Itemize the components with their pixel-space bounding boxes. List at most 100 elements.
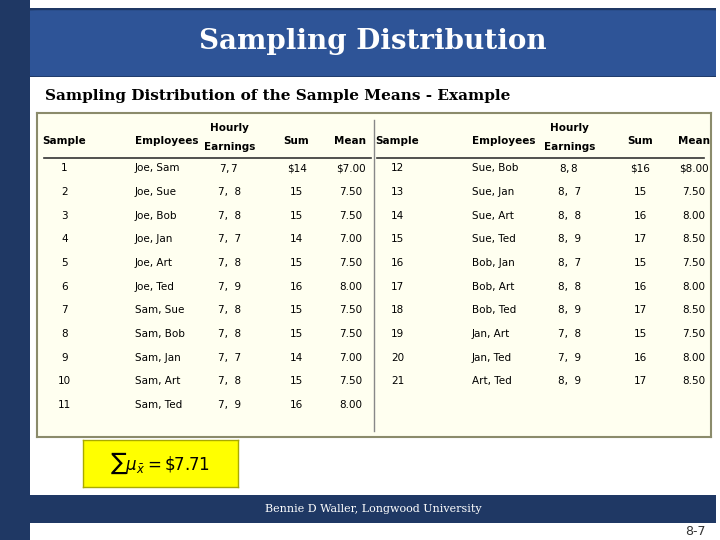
Text: 16: 16 — [290, 282, 303, 292]
Text: $7, $7: $7, $7 — [220, 162, 239, 175]
Text: Mean: Mean — [335, 136, 366, 146]
Text: 17: 17 — [634, 376, 647, 386]
Text: 7.50: 7.50 — [339, 306, 362, 315]
Text: 7.50: 7.50 — [339, 376, 362, 386]
Text: $\sum \mu_{\bar{x}} = \$7.71$: $\sum \mu_{\bar{x}} = \$7.71$ — [110, 451, 210, 476]
Text: Sam, Art: Sam, Art — [135, 376, 181, 386]
Text: 6: 6 — [61, 282, 68, 292]
Text: Joe, Ted: Joe, Ted — [135, 282, 175, 292]
Text: 7,  8: 7, 8 — [217, 258, 241, 268]
Text: 3: 3 — [61, 211, 68, 221]
Text: Sample: Sample — [376, 136, 420, 146]
Text: 13: 13 — [391, 187, 404, 197]
Text: Hourly: Hourly — [210, 123, 248, 133]
Text: 10: 10 — [58, 376, 71, 386]
Text: Sam, Ted: Sam, Ted — [135, 400, 182, 410]
Text: Earnings: Earnings — [544, 142, 595, 152]
Text: 7: 7 — [61, 306, 68, 315]
Text: Joe, Sam: Joe, Sam — [135, 164, 181, 173]
Text: 7,  8: 7, 8 — [217, 376, 241, 386]
Text: 15: 15 — [391, 234, 404, 245]
Text: Bob, Art: Bob, Art — [472, 282, 514, 292]
Text: Sample: Sample — [42, 136, 86, 146]
Text: Jan, Art: Jan, Art — [472, 329, 510, 339]
Text: 7,  7: 7, 7 — [217, 234, 241, 245]
Text: Sampling Distribution: Sampling Distribution — [199, 28, 546, 55]
Text: Sue, Jan: Sue, Jan — [472, 187, 514, 197]
Text: 4: 4 — [61, 234, 68, 245]
Text: 7.50: 7.50 — [339, 258, 362, 268]
Text: 8.00: 8.00 — [339, 400, 362, 410]
Text: Employees: Employees — [135, 136, 199, 146]
Text: 8,  7: 8, 7 — [558, 187, 581, 197]
Text: 21: 21 — [391, 376, 404, 386]
Text: 14: 14 — [391, 211, 404, 221]
Text: 2: 2 — [61, 187, 68, 197]
Text: 7,  9: 7, 9 — [217, 282, 241, 292]
Text: 1: 1 — [61, 164, 68, 173]
Text: Art, Ted: Art, Ted — [472, 376, 511, 386]
Text: Joe, Jan: Joe, Jan — [135, 234, 174, 245]
Text: 8.50: 8.50 — [683, 234, 706, 245]
Text: Hourly: Hourly — [550, 123, 589, 133]
Text: Sampling Distribution of the Sample Means - Example: Sampling Distribution of the Sample Mean… — [45, 89, 510, 103]
Text: 7.50: 7.50 — [683, 329, 706, 339]
Text: 15: 15 — [290, 211, 303, 221]
Text: Joe, Sue: Joe, Sue — [135, 187, 177, 197]
Text: 5: 5 — [61, 258, 68, 268]
Text: 8.00: 8.00 — [339, 282, 362, 292]
Text: Bennie D Waller, Longwood University: Bennie D Waller, Longwood University — [265, 504, 481, 514]
Text: Bob, Jan: Bob, Jan — [472, 258, 514, 268]
Text: Joe, Bob: Joe, Bob — [135, 211, 178, 221]
Text: $16: $16 — [630, 164, 650, 173]
Text: 7.50: 7.50 — [339, 187, 362, 197]
Text: 7,  8: 7, 8 — [217, 329, 241, 339]
Text: 8.00: 8.00 — [683, 282, 706, 292]
Text: 7,  9: 7, 9 — [217, 400, 241, 410]
Text: 17: 17 — [391, 282, 404, 292]
Text: 7,  8: 7, 8 — [217, 211, 241, 221]
Text: 15: 15 — [290, 329, 303, 339]
FancyBboxPatch shape — [9, 10, 720, 76]
Text: Sam, Sue: Sam, Sue — [135, 306, 184, 315]
Text: 15: 15 — [290, 258, 303, 268]
Text: 20: 20 — [391, 353, 404, 363]
Text: 15: 15 — [290, 306, 303, 315]
Text: 8.50: 8.50 — [683, 376, 706, 386]
Text: 7.00: 7.00 — [339, 234, 362, 245]
Text: 7,  8: 7, 8 — [217, 187, 241, 197]
Text: Joe, Art: Joe, Art — [135, 258, 173, 268]
Text: 8: 8 — [61, 329, 68, 339]
Text: Bob, Ted: Bob, Ted — [472, 306, 516, 315]
Text: 7,  8: 7, 8 — [217, 306, 241, 315]
Text: 12: 12 — [391, 164, 404, 173]
Text: 8,  8: 8, 8 — [558, 211, 581, 221]
Text: 8.00: 8.00 — [683, 353, 706, 363]
Text: 9: 9 — [61, 353, 68, 363]
Text: 7.50: 7.50 — [339, 211, 362, 221]
Text: 7.00: 7.00 — [339, 353, 362, 363]
Text: 14: 14 — [290, 234, 303, 245]
Text: $8.00: $8.00 — [679, 164, 708, 173]
Text: 7.50: 7.50 — [339, 329, 362, 339]
Text: 8,  8: 8, 8 — [558, 282, 581, 292]
Text: 17: 17 — [634, 306, 647, 315]
Text: $7.00: $7.00 — [336, 164, 365, 173]
Text: Sue, Bob: Sue, Bob — [472, 164, 518, 173]
Text: 15: 15 — [634, 187, 647, 197]
Text: 15: 15 — [634, 329, 647, 339]
Text: Sue, Ted: Sue, Ted — [472, 234, 516, 245]
Text: 11: 11 — [58, 400, 71, 410]
Text: 7,  8: 7, 8 — [558, 329, 581, 339]
Text: 18: 18 — [391, 306, 404, 315]
Text: 16: 16 — [391, 258, 404, 268]
Text: Sue, Art: Sue, Art — [472, 211, 513, 221]
Text: 14: 14 — [290, 353, 303, 363]
Text: 17: 17 — [634, 234, 647, 245]
Text: 8.50: 8.50 — [683, 306, 706, 315]
Text: 16: 16 — [634, 282, 647, 292]
Text: 15: 15 — [634, 258, 647, 268]
Text: 8,  7: 8, 7 — [558, 258, 581, 268]
Text: 8,  9: 8, 9 — [558, 234, 581, 245]
Text: 15: 15 — [290, 187, 303, 197]
